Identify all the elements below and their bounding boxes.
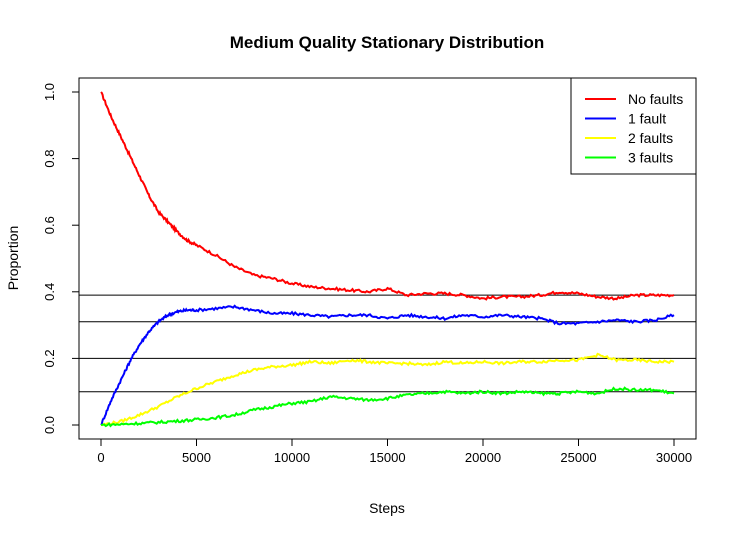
x-axis: 0 5000 10000 15000 20000 25000 30000 xyxy=(97,438,692,465)
series-line-1-fault xyxy=(100,304,675,426)
y-tick-label-4: 0.8 xyxy=(42,150,57,168)
legend-label-0: No faults xyxy=(628,91,683,107)
x-tick-label-0: 0 xyxy=(97,450,104,465)
series-line-no-faults xyxy=(100,91,675,301)
y-axis: 0.0 0.2 0.4 0.6 0.8 1.0 xyxy=(42,83,80,434)
y-tick-label-1: 0.2 xyxy=(42,349,57,367)
reference-lines xyxy=(79,294,696,393)
legend-label-1: 1 fault xyxy=(628,111,666,127)
x-tick-label-6: 30000 xyxy=(656,450,692,465)
legend-label-3: 3 faults xyxy=(628,150,673,166)
x-axis-label: Steps xyxy=(369,500,405,516)
series-line-2-faults xyxy=(100,352,675,427)
chart-title: Medium Quality Stationary Distribution xyxy=(230,33,545,52)
x-tick-label-2: 10000 xyxy=(274,450,310,465)
y-tick-label-3: 0.6 xyxy=(42,216,57,234)
x-tick-label-3: 15000 xyxy=(369,450,405,465)
x-tick-label-4: 20000 xyxy=(465,450,501,465)
series-layer xyxy=(100,91,675,428)
y-tick-label-0: 0.0 xyxy=(42,416,57,434)
y-tick-label-2: 0.4 xyxy=(42,283,57,301)
x-tick-label-1: 5000 xyxy=(182,450,211,465)
legend: No faults 1 fault 2 faults 3 faults xyxy=(570,77,697,175)
x-tick-label-5: 25000 xyxy=(560,450,596,465)
legend-label-2: 2 faults xyxy=(628,130,673,146)
y-tick-label-5: 1.0 xyxy=(42,83,57,101)
y-axis-label: Proportion xyxy=(5,226,21,291)
series-line-3-faults xyxy=(100,386,675,428)
